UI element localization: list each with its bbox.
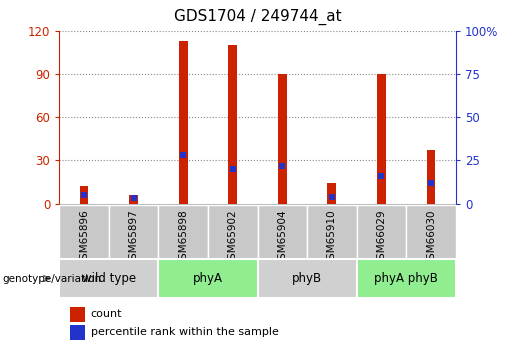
Bar	[377, 74, 386, 204]
Text: GSM65902: GSM65902	[228, 209, 238, 266]
Text: GSM65897: GSM65897	[129, 209, 139, 266]
Bar	[258, 205, 307, 259]
Bar	[228, 46, 237, 204]
Text: GSM65898: GSM65898	[178, 209, 188, 266]
Text: phyB: phyB	[292, 272, 322, 285]
Text: phyA: phyA	[193, 272, 223, 285]
Bar	[159, 205, 208, 259]
Bar	[70, 307, 85, 322]
Bar	[426, 150, 436, 204]
Bar	[59, 205, 109, 259]
Bar	[278, 74, 287, 204]
Bar	[59, 259, 159, 298]
Text: genotype/variation: genotype/variation	[3, 274, 101, 284]
Text: GSM66030: GSM66030	[426, 209, 436, 266]
Bar	[258, 259, 356, 298]
Bar	[208, 205, 258, 259]
Text: phyA phyB: phyA phyB	[374, 272, 438, 285]
Bar	[70, 325, 85, 339]
Text: GSM65896: GSM65896	[79, 209, 89, 266]
Text: GSM65910: GSM65910	[327, 209, 337, 266]
Bar	[109, 205, 159, 259]
Bar	[129, 195, 138, 204]
Text: wild type: wild type	[82, 272, 136, 285]
Text: GSM66029: GSM66029	[376, 209, 386, 266]
Bar	[159, 259, 258, 298]
Bar	[79, 186, 89, 204]
Text: percentile rank within the sample: percentile rank within the sample	[91, 327, 279, 337]
Bar	[356, 259, 456, 298]
Bar	[307, 205, 356, 259]
Bar	[179, 41, 187, 204]
Text: GSM65904: GSM65904	[277, 209, 287, 266]
Text: count: count	[91, 309, 122, 319]
Bar	[406, 205, 456, 259]
Bar	[356, 205, 406, 259]
Text: GDS1704 / 249744_at: GDS1704 / 249744_at	[174, 9, 341, 25]
Bar	[328, 184, 336, 204]
